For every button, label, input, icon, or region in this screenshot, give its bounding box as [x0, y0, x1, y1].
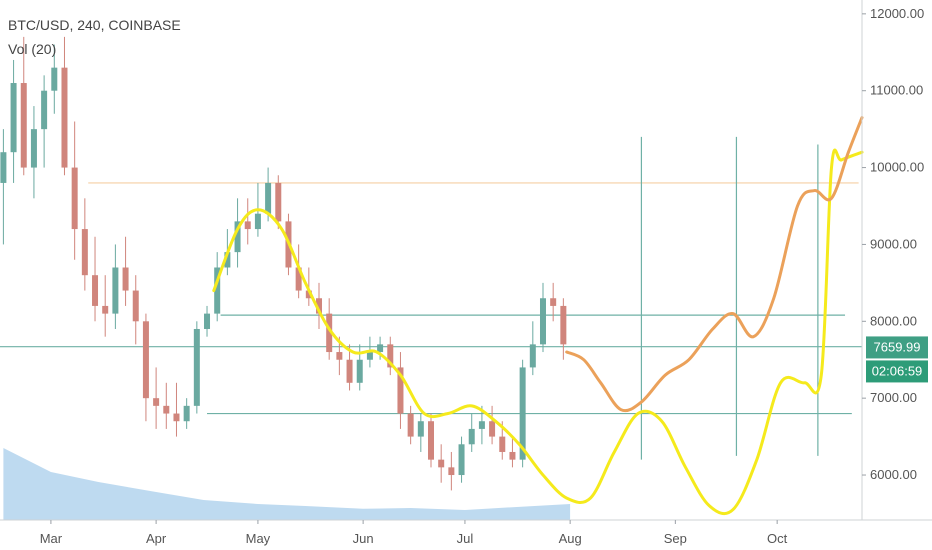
candle-body-7 — [71, 167, 78, 230]
projection-paths-layer — [212, 116, 864, 516]
candle-body-50 — [509, 451, 516, 460]
candle-body-27 — [275, 182, 282, 222]
candle-body-30 — [305, 290, 312, 299]
candle-body-2 — [20, 83, 27, 168]
candle-body-12 — [122, 267, 129, 291]
vertical-lines-layer — [640, 136, 819, 460]
candle-body-11 — [112, 267, 119, 314]
candle-body-48 — [489, 421, 496, 437]
candle-body-51 — [519, 367, 526, 460]
candle-body-35 — [356, 359, 363, 383]
candle-body-44 — [448, 467, 455, 476]
candle-body-21 — [214, 267, 221, 314]
candle-body-8 — [81, 229, 88, 276]
candle-body-54 — [550, 298, 557, 306]
candle-body-6 — [61, 67, 68, 168]
countdown-badge — [866, 360, 928, 383]
x-tick-label-2: May — [246, 531, 271, 546]
horizontal-lines-layer — [0, 182, 862, 415]
candle-body-32 — [326, 313, 333, 353]
candle-body-23 — [234, 221, 241, 253]
y-tick-label-6: 12000.00 — [870, 6, 924, 21]
x-tick-label-7: Oct — [767, 531, 788, 546]
candle-body-13 — [132, 290, 139, 322]
candle-body-45 — [458, 444, 465, 476]
candle-body-52 — [529, 344, 536, 368]
candle-body-14 — [142, 321, 149, 399]
volume-area — [3, 448, 571, 520]
candle-body-53 — [539, 298, 546, 345]
x-tick-label-6: Sep — [664, 531, 687, 546]
candle-body-38 — [387, 344, 394, 368]
candle-body-49 — [499, 436, 506, 452]
candle-body-37 — [377, 344, 384, 353]
volume-layer — [3, 448, 571, 520]
candle-body-25 — [254, 213, 261, 230]
candle-body-17 — [173, 413, 180, 422]
countdown-badge-label: 02:06:59 — [872, 363, 923, 378]
candle-body-0 — [0, 152, 7, 183]
y-tick-label-5: 11000.00 — [870, 83, 923, 98]
candle-body-39 — [397, 367, 404, 414]
candle-body-41 — [417, 421, 424, 437]
candle-body-9 — [92, 275, 99, 306]
x-tick-label-0: Mar — [40, 531, 63, 546]
candles-layer — [0, 36, 567, 491]
y-tick-label-2: 8000.00 — [870, 313, 917, 328]
orange-projection-line — [565, 116, 864, 413]
x-tick-label-4: Jul — [457, 531, 474, 546]
candle-body-22 — [224, 252, 231, 268]
y-tick-label-4: 10000.00 — [870, 160, 924, 175]
x-tick-label-1: Apr — [146, 531, 167, 546]
candle-body-20 — [204, 313, 211, 329]
candle-body-40 — [407, 413, 414, 437]
candle-body-34 — [346, 359, 353, 383]
price-badge — [866, 336, 928, 359]
candle-body-26 — [265, 182, 272, 214]
candle-body-5 — [51, 67, 58, 91]
volume-legend: Vol (20) — [8, 41, 57, 57]
candle-body-24 — [244, 221, 251, 230]
candle-body-19 — [193, 328, 200, 406]
candle-body-10 — [102, 305, 109, 314]
y-tick-label-1: 7000.00 — [870, 390, 917, 405]
x-tick-label-5: Aug — [559, 531, 582, 546]
price-badge-label: 7659.99 — [874, 339, 921, 354]
candle-body-4 — [41, 90, 48, 130]
yellow-projection-line — [212, 148, 864, 516]
candle-body-1 — [10, 83, 17, 153]
x-tick-label-3: Jun — [353, 531, 374, 546]
chart-title: BTC/USD, 240, COINBASE — [8, 17, 181, 33]
candle-body-42 — [428, 421, 434, 460]
candle-body-33 — [336, 352, 343, 360]
candle-body-46 — [468, 428, 475, 445]
candle-body-47 — [478, 421, 485, 429]
candle-body-16 — [163, 405, 170, 414]
candle-body-18 — [183, 405, 190, 422]
candle-body-36 — [366, 352, 373, 360]
candle-body-43 — [438, 459, 445, 468]
candle-body-3 — [30, 129, 37, 168]
badges-layer: 7659.99 02:06:59 — [866, 336, 928, 383]
candle-body-29 — [295, 267, 302, 291]
candle-body-55 — [560, 305, 567, 345]
candle-body-15 — [153, 398, 160, 406]
candle-body-31 — [316, 298, 323, 314]
y-tick-label-3: 9000.00 — [870, 236, 917, 251]
y-tick-label-0: 6000.00 — [870, 467, 917, 482]
